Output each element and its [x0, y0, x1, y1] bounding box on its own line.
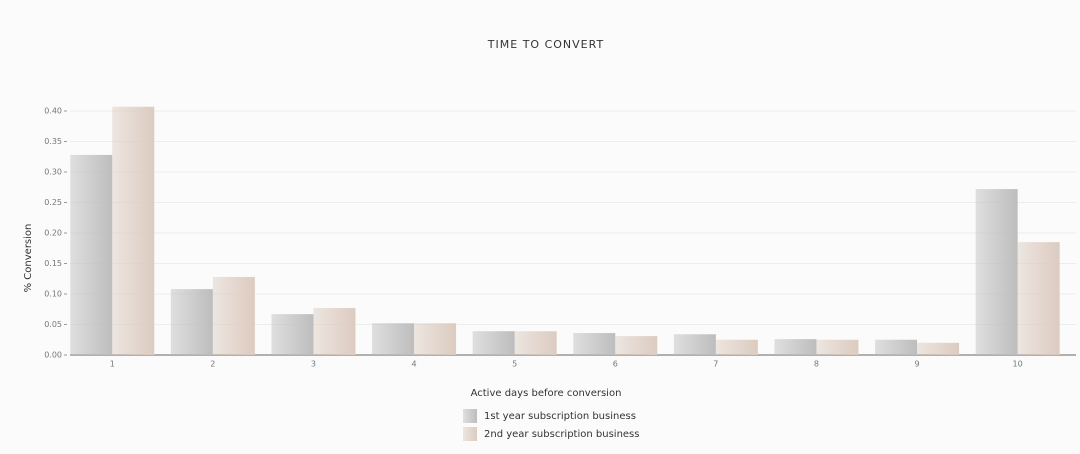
x-tick-label: 6 [613, 360, 618, 369]
bar [975, 189, 1018, 355]
x-tick-label: 8 [814, 360, 819, 369]
bar [372, 323, 415, 355]
chart-title: TIME TO CONVERT [487, 38, 604, 51]
legend-label: 1st year subscription business [484, 411, 636, 422]
y-tick-label: 0.10 [44, 290, 62, 299]
x-tick-label: 1 [110, 360, 115, 369]
x-tick-label: 2 [210, 360, 215, 369]
y-tick-label: 0.15 [44, 259, 62, 268]
legend-swatch [463, 427, 477, 441]
bar [313, 308, 356, 355]
bar [414, 323, 457, 355]
y-tick-label: 0.00 [44, 351, 62, 360]
x-tick-label: 5 [512, 360, 517, 369]
y-tick-label: 0.30 [44, 168, 62, 177]
bar [573, 333, 616, 355]
bar [673, 334, 716, 355]
bar [615, 336, 658, 355]
bar [112, 106, 155, 355]
x-tick-label: 3 [311, 360, 316, 369]
x-tick-label: 10 [1013, 360, 1023, 369]
bar [212, 276, 255, 355]
bar [70, 154, 113, 355]
y-tick-label: 0.40 [44, 107, 62, 116]
x-tick-label: 7 [713, 360, 718, 369]
x-tick-label: 4 [412, 360, 417, 369]
bar [472, 331, 515, 355]
bar [875, 339, 918, 355]
legend-label: 2nd year subscription business [484, 429, 639, 440]
bar [170, 289, 213, 355]
y-tick-label: 0.05 [44, 320, 62, 329]
bar [514, 331, 557, 355]
bar [917, 342, 960, 355]
y-tick-label: 0.35 [44, 137, 62, 146]
bar [271, 314, 314, 355]
legend-swatch [463, 409, 477, 423]
bar [715, 339, 758, 355]
y-axis-title: % Conversion [23, 224, 34, 293]
x-tick-label: 9 [915, 360, 920, 369]
bar [774, 339, 817, 355]
y-tick-label: 0.25 [44, 198, 62, 207]
bar [816, 339, 859, 355]
x-axis-title: Active days before conversion [471, 388, 622, 399]
bar [1017, 242, 1060, 355]
y-tick-label: 0.20 [44, 229, 62, 238]
